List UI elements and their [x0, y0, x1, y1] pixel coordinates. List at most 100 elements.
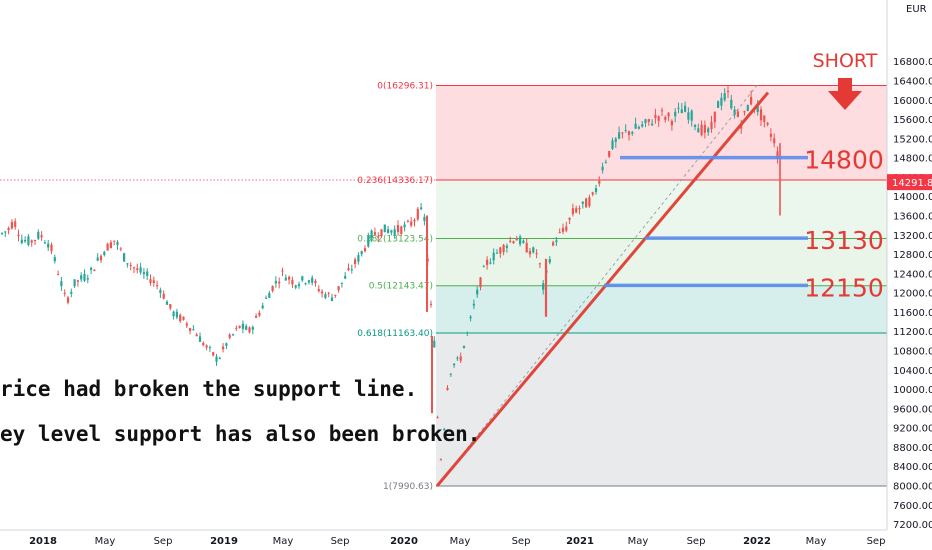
currency-label: EUR — [906, 4, 927, 15]
candle-body — [403, 224, 406, 228]
candle-body — [350, 269, 353, 271]
candle-body — [337, 286, 340, 291]
candle-body — [301, 276, 304, 281]
x-tick-label: 2019 — [210, 536, 238, 547]
candle-body — [687, 112, 690, 120]
candle-body — [773, 138, 776, 144]
candle-body — [10, 221, 13, 229]
candle-body — [736, 111, 739, 117]
candle-body — [304, 283, 307, 285]
candle-body — [604, 161, 607, 163]
candle-body — [103, 251, 106, 255]
candle-body — [248, 327, 251, 333]
candle-body — [756, 105, 759, 113]
key-level-label: 12150 — [804, 273, 884, 302]
candle-body — [327, 292, 330, 294]
candle-body — [776, 151, 779, 159]
candle-body — [750, 96, 753, 105]
candle-body — [377, 236, 380, 238]
candle-body — [466, 332, 469, 334]
x-tick-label: May — [273, 536, 294, 547]
candle-body — [499, 247, 502, 254]
candle-body — [664, 116, 667, 120]
candle-body — [90, 267, 93, 270]
x-tick-label: Sep — [154, 536, 173, 547]
candle-body — [228, 334, 231, 338]
candle-body — [30, 240, 33, 243]
candle-body — [700, 124, 703, 136]
y-tick-label: 14800.00 — [893, 154, 932, 165]
candle-body — [373, 232, 376, 235]
candle-body — [433, 340, 436, 348]
candle-body — [482, 266, 485, 268]
candle-body — [627, 131, 631, 136]
y-tick-label: 15200.00 — [893, 134, 932, 145]
candle-body — [202, 342, 205, 346]
candle-body — [443, 428, 446, 430]
candle-body — [575, 208, 578, 213]
candle-body — [126, 263, 129, 265]
candle-body — [169, 304, 172, 309]
candle-body — [189, 328, 192, 331]
candle-body — [733, 109, 736, 116]
candle-body — [588, 197, 591, 207]
candle-body — [311, 277, 314, 283]
candle-body — [670, 120, 673, 126]
candle-body — [340, 282, 343, 284]
fib-zone — [436, 180, 887, 239]
y-tick-label: 14000.00 — [893, 192, 932, 203]
candle-body — [33, 239, 37, 241]
candle-body — [690, 110, 693, 121]
x-tick-label: Sep — [687, 536, 706, 547]
candle-body — [525, 242, 528, 253]
down-arrow-icon — [828, 78, 862, 110]
candle-body — [297, 284, 301, 287]
candle-body — [284, 277, 287, 281]
y-tick-label: 9200.00 — [893, 424, 932, 435]
x-tick-label: 2018 — [29, 536, 57, 547]
candle-body — [555, 240, 558, 243]
candle-body — [261, 305, 264, 309]
candle-body — [479, 277, 482, 288]
candle-body — [185, 323, 188, 326]
candle-body — [172, 311, 175, 317]
candle-body — [462, 345, 466, 348]
candle-body — [581, 201, 584, 204]
candle-body — [519, 236, 522, 245]
candle-body — [360, 251, 363, 255]
candle-body — [400, 226, 403, 234]
candle-body — [598, 180, 601, 184]
x-tick-label: Sep — [331, 536, 350, 547]
candle-body — [509, 240, 512, 242]
candle-body — [53, 257, 56, 262]
key-level-label: 14800 — [804, 146, 884, 175]
candle-body — [634, 123, 637, 129]
candle-body — [363, 248, 367, 252]
candle-body — [769, 133, 772, 137]
candle-body — [644, 119, 647, 124]
candle-body — [651, 123, 654, 126]
y-tick-label: 10400.00 — [893, 366, 932, 377]
candle-body — [245, 326, 248, 330]
candle-body — [317, 289, 320, 292]
y-tick-label: 12400.00 — [893, 269, 932, 280]
candle-body — [212, 352, 215, 356]
candle-body — [24, 240, 27, 242]
candle-body — [396, 225, 400, 233]
candle-body — [532, 247, 535, 253]
candle-body — [486, 259, 489, 265]
candle-body — [281, 270, 284, 272]
candle-body — [294, 285, 297, 288]
candle-body — [410, 221, 413, 226]
candle-body — [205, 345, 208, 348]
candle-body — [390, 230, 393, 233]
candle-body — [746, 105, 749, 111]
candle-body — [165, 301, 169, 305]
candle-body — [763, 115, 766, 123]
y-tick-label: 11600.00 — [893, 308, 932, 319]
candle-body — [723, 93, 726, 101]
candle-body — [558, 232, 561, 234]
candle-body — [522, 240, 525, 243]
candle-body — [0, 232, 4, 234]
fib-zone — [436, 238, 887, 286]
